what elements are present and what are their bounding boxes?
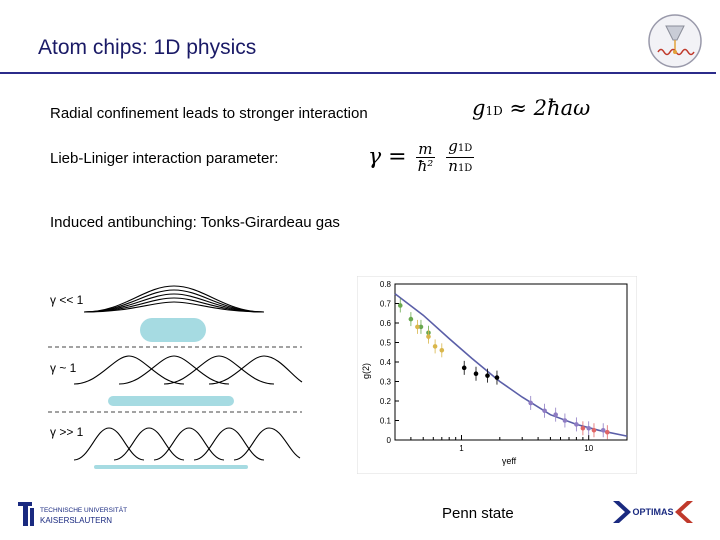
y-tick-label: 0.6	[380, 319, 392, 328]
formula-gamma-frac1: m ħ²	[415, 141, 436, 175]
frac1-denominator: ħ²	[417, 157, 434, 175]
cloud-bec	[140, 318, 206, 342]
data-point	[562, 418, 568, 423]
data-point	[418, 324, 424, 330]
frac2-numerator: g1D	[446, 138, 475, 158]
formula-g1d-sub: 1D	[485, 104, 503, 118]
data-point	[415, 324, 420, 330]
data-point	[485, 373, 490, 378]
y-tick-label: 0.2	[380, 397, 392, 406]
wavefunction-diagram: γ << 1 γ ~ 1 γ >> 1	[44, 276, 306, 476]
text-radial-confinement: Radial confinement leads to stronger int…	[50, 105, 368, 122]
x-axis: 1 10	[410, 435, 628, 453]
y-tick-label: 0.5	[380, 339, 392, 348]
g2-chart: 0 0.1 0.2 0.3 0.4 0.5 0.6 0.7 0.8 1 10 g(2) γeff	[357, 276, 637, 474]
label-gamma-mid: γ ~ 1	[50, 361, 77, 375]
data-point	[432, 344, 438, 349]
x-tick-label: 1	[459, 444, 464, 453]
data-point	[426, 334, 431, 339]
data-point	[528, 400, 534, 406]
data-point	[408, 316, 414, 322]
data-point	[574, 422, 579, 427]
cloud-intermediate	[108, 396, 234, 406]
text-antibunching: Induced antibunching: Tonks-Girardeau ga…	[50, 214, 340, 231]
data-point	[473, 371, 479, 376]
text-lieb-liniger: Lieb-Liniger interaction parameter:	[50, 150, 279, 167]
frac1-numerator: m	[415, 141, 436, 158]
slide-title: Atom chips: 1D physics	[38, 36, 257, 59]
tu-logo-line1: TECHNISCHE UNIVERSITÄT	[40, 506, 127, 514]
atom-logo-icon	[648, 14, 702, 68]
data-point	[591, 427, 597, 433]
formula-g1d: g1D ≈ 2ħaω	[472, 96, 590, 120]
y-tick-label: 0.3	[380, 378, 392, 387]
data-point	[439, 348, 445, 353]
label-gamma-large: γ >> 1	[50, 425, 84, 439]
tu-logo-line2: KAISERSLAUTERN	[40, 516, 112, 525]
data-point	[461, 365, 467, 371]
y-tick-label: 0.1	[380, 417, 392, 426]
y-tick-label: 0.4	[380, 358, 392, 367]
x-axis-label: γeff	[502, 456, 517, 466]
tu-kaiserslautern-logo-icon: TECHNISCHE UNIVERSITÄT KAISERSLAUTERN	[16, 498, 128, 530]
data-point	[586, 426, 592, 431]
label-gamma-small: γ << 1	[50, 293, 84, 307]
partially-overlapping-gaussians	[73, 355, 303, 385]
data-point	[604, 429, 610, 435]
overlapping-gaussians	[83, 285, 265, 313]
formula-g1d-lhs: g	[472, 96, 486, 120]
data-point	[553, 412, 558, 417]
data-point	[580, 426, 586, 431]
formula-g1d-rhs: ≈ 2ħaω	[509, 96, 591, 120]
frac2-denominator: n1D	[448, 157, 473, 175]
data-points	[397, 298, 610, 440]
y-axis-label: g(2)	[361, 363, 371, 379]
optimas-logo-text: OPTIMAS	[632, 507, 673, 517]
formula-gamma-lhs: γ =	[368, 144, 407, 170]
y-axis: 0 0.1 0.2 0.3 0.4 0.5 0.6 0.7 0.8	[380, 280, 399, 445]
title-divider	[0, 72, 716, 74]
y-tick-label: 0.7	[380, 300, 392, 309]
y-tick-label: 0	[387, 436, 392, 445]
formula-gamma: γ = m ħ² g1D n1D	[368, 138, 476, 177]
optimas-logo-icon: OPTIMAS	[611, 497, 695, 527]
formula-gamma-frac2: g1D n1D	[446, 138, 475, 177]
y-tick-label: 0.8	[380, 280, 392, 289]
footer-penn-state: Penn state	[442, 505, 514, 522]
x-tick-label: 10	[584, 444, 593, 453]
cloud-tonks	[94, 465, 248, 469]
data-point	[494, 375, 500, 380]
data-point	[600, 427, 606, 433]
separated-gaussians	[73, 427, 301, 461]
data-point	[542, 408, 547, 414]
data-point	[397, 303, 403, 308]
